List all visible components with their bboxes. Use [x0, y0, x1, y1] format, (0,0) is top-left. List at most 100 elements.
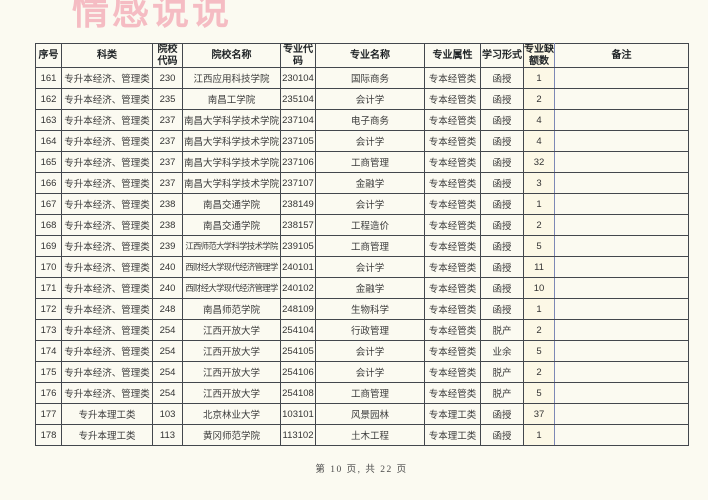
cell-vacancy-count: 1	[523, 67, 555, 89]
column-header-major-attr: 专业属性	[424, 43, 481, 68]
cell-college-name: 南昌交通学院	[182, 193, 281, 215]
cell-major-name: 国际商务	[315, 67, 425, 89]
cell-major-name: 会计学	[315, 256, 425, 278]
cell-major-code: 239105	[280, 235, 316, 257]
cell-remarks	[554, 193, 689, 215]
cell-vacancy-count: 2	[523, 319, 555, 341]
cell-college-name: 西财经大学现代经济管理学	[182, 256, 281, 278]
cell-college-code: 235	[152, 88, 183, 110]
cell-college-name: 南昌师范学院	[182, 298, 281, 320]
cell-study-form: 函授	[480, 256, 524, 278]
cell-vacancy-count: 1	[523, 298, 555, 320]
table-row: 173 专升本经济、管理类 254 江西开放大学 254104 行政管理 专本经管类 脱产 2	[35, 319, 689, 341]
cell-vacancy-count: 2	[523, 88, 555, 110]
cell-major-name: 生物科学	[315, 298, 425, 320]
cell-seq: 176	[35, 382, 62, 404]
cell-college-code: 248	[152, 298, 183, 320]
cell-college-name: 北京林业大学	[182, 403, 281, 425]
cell-major-code: 237107	[280, 172, 316, 194]
cell-major-attr: 专本经管类	[424, 277, 481, 299]
cell-remarks	[554, 109, 689, 131]
cell-major-name: 会计学	[315, 193, 425, 215]
cell-major-code: 254105	[280, 340, 316, 362]
cell-seq: 165	[35, 151, 62, 173]
cell-remarks	[554, 340, 689, 362]
cell-remarks	[554, 172, 689, 194]
table-row: 174 专升本经济、管理类 254 江西开放大学 254105 会计学 专本经管类 业余 5	[35, 340, 689, 362]
cell-major-name: 会计学	[315, 361, 425, 383]
table-row: 172 专升本经济、管理类 248 南昌师范学院 248109 生物科学 专本经管类 函授 1	[35, 298, 689, 320]
cell-seq: 161	[35, 67, 62, 89]
cell-major-code: 237105	[280, 130, 316, 152]
cell-major-name: 会计学	[315, 340, 425, 362]
cell-college-name: 黄冈师范学院	[182, 424, 281, 446]
cell-major-attr: 专本经管类	[424, 319, 481, 341]
cell-category: 专升本经济、管理类	[61, 361, 153, 383]
cell-major-name: 电子商务	[315, 109, 425, 131]
cell-category: 专升本经济、管理类	[61, 382, 153, 404]
cell-major-attr: 专本经管类	[424, 361, 481, 383]
cell-major-name: 金融学	[315, 277, 425, 299]
table-row: 163 专升本经济、管理类 237 南昌大学科学技术学院 237104 电子商务 专本经管类…	[35, 109, 689, 131]
cell-major-attr: 专本经管类	[424, 193, 481, 215]
cell-remarks	[554, 88, 689, 110]
cell-study-form: 函授	[480, 193, 524, 215]
cell-vacancy-count: 2	[523, 214, 555, 236]
cell-college-code: 237	[152, 172, 183, 194]
cell-seq: 170	[35, 256, 62, 278]
cell-major-name: 工商管理	[315, 151, 425, 173]
cell-study-form: 函授	[480, 172, 524, 194]
cell-major-code: 230104	[280, 67, 316, 89]
table-header-row: 序号 科类 院校代码 院校名称 专业代码 专业名称 专业属性 学习形式 专业缺额数 备注	[35, 43, 689, 68]
cell-college-code: 103	[152, 403, 183, 425]
table-body: 161 专升本经济、管理类 230 江西应用科技学院 230104 国际商务 专本经管类 函授…	[35, 67, 689, 446]
cell-vacancy-count: 4	[523, 130, 555, 152]
cell-major-attr: 专本经管类	[424, 67, 481, 89]
cell-study-form: 函授	[480, 151, 524, 173]
cell-major-attr: 专本理工类	[424, 424, 481, 446]
cell-seq: 163	[35, 109, 62, 131]
cell-seq: 173	[35, 319, 62, 341]
cell-category: 专升本经济、管理类	[61, 214, 153, 236]
cell-major-name: 工程造价	[315, 214, 425, 236]
cell-major-code: 240102	[280, 277, 316, 299]
cell-vacancy-count: 4	[523, 109, 555, 131]
cell-study-form: 函授	[480, 298, 524, 320]
cell-college-name: 南昌交通学院	[182, 214, 281, 236]
cell-major-code: 113102	[280, 424, 316, 446]
table-row: 165 专升本经济、管理类 237 南昌大学科学技术学院 237106 工商管理 专本经管类…	[35, 151, 689, 173]
cell-category: 专升本经济、管理类	[61, 109, 153, 131]
cell-category: 专升本经济、管理类	[61, 298, 153, 320]
cell-study-form: 脱产	[480, 319, 524, 341]
table-row: 169 专升本经济、管理类 239 江西师范大学科学技术学院 239105 工商管理 专本经…	[35, 235, 689, 257]
table-row: 177 专升本理工类 103 北京林业大学 103101 风景园林 专本理工类 函授 37	[35, 403, 689, 425]
watermark: 情感说说	[72, 0, 232, 33]
cell-college-name: 南昌大学科学技术学院	[182, 151, 281, 173]
cell-major-name: 工商管理	[315, 382, 425, 404]
cell-vacancy-count: 5	[523, 340, 555, 362]
cell-major-code: 103101	[280, 403, 316, 425]
cell-study-form: 函授	[480, 88, 524, 110]
cell-seq: 164	[35, 130, 62, 152]
column-header-college-name: 院校名称	[182, 43, 281, 68]
cell-major-attr: 专本经管类	[424, 298, 481, 320]
cell-remarks	[554, 403, 689, 425]
cell-vacancy-count: 1	[523, 424, 555, 446]
cell-college-name: 南昌大学科学技术学院	[182, 172, 281, 194]
cell-major-code: 238157	[280, 214, 316, 236]
cell-college-code: 238	[152, 214, 183, 236]
table-row: 178 专升本理工类 113 黄冈师范学院 113102 土木工程 专本理工类 函授 1	[35, 424, 689, 446]
cell-vacancy-count: 5	[523, 382, 555, 404]
cell-major-attr: 专本理工类	[424, 403, 481, 425]
cell-category: 专升本经济、管理类	[61, 235, 153, 257]
cell-vacancy-count: 2	[523, 361, 555, 383]
cell-college-code: 113	[152, 424, 183, 446]
cell-seq: 177	[35, 403, 62, 425]
cell-major-attr: 专本经管类	[424, 151, 481, 173]
cell-category: 专升本经济、管理类	[61, 67, 153, 89]
cell-seq: 162	[35, 88, 62, 110]
cell-college-code: 254	[152, 382, 183, 404]
cell-major-code: 237106	[280, 151, 316, 173]
cell-category: 专升本经济、管理类	[61, 256, 153, 278]
cell-seq: 166	[35, 172, 62, 194]
